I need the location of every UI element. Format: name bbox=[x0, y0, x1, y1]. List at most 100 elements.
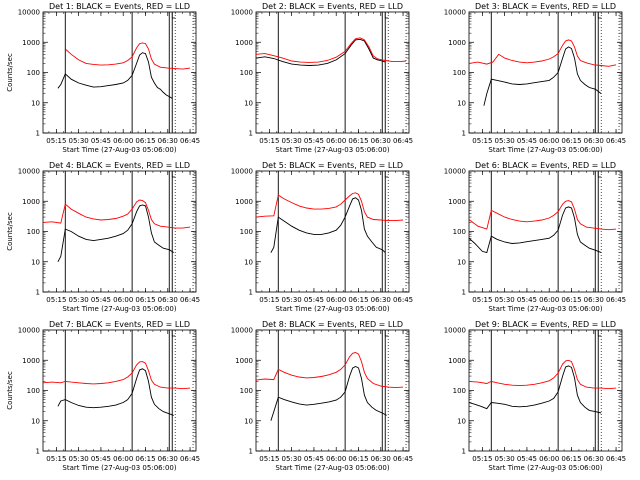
detector-panel: 1 10 100 1000 10000 05:15 05:30 05:45 06:00 06:15… bbox=[231, 320, 413, 472]
y-tick-label: 1 bbox=[249, 448, 253, 456]
x-tick-label: 05:15 bbox=[259, 455, 279, 463]
x-tick-label: 05:15 bbox=[472, 137, 492, 145]
y-tick-label: 100 bbox=[240, 69, 253, 77]
x-tick-label: 06:00 bbox=[539, 296, 559, 304]
lld-rate-line bbox=[256, 192, 404, 222]
y-tick-label: 100 bbox=[27, 387, 40, 395]
y-tick-label: 10 bbox=[244, 417, 253, 425]
detector-panel: 1 10 100 1000 10000 05:15 05:30 05:45 06:00 06:15… bbox=[444, 2, 626, 154]
detector-panel: 1 10 100 1000 10000 05:15 05:30 05:45 06:00 06:15… bbox=[444, 161, 626, 313]
x-tick-label: 06:30 bbox=[158, 137, 178, 145]
y-tick-label: 10000 bbox=[231, 168, 253, 176]
lld-rate-line bbox=[256, 37, 407, 63]
x-tick-label: 05:15 bbox=[259, 296, 279, 304]
panel-title: Det 1: BLACK = Events, RED = LLD bbox=[49, 2, 190, 11]
x-axis-label: Start Time (27-Aug-03 05:06:00) bbox=[62, 146, 176, 154]
interval-bracket bbox=[384, 330, 389, 337]
interval-bracket bbox=[171, 330, 176, 337]
x-tick-label: 05:30 bbox=[69, 296, 89, 304]
y-tick-label: 10 bbox=[31, 258, 40, 266]
events-rate-line bbox=[483, 46, 602, 106]
lld-rate-line bbox=[43, 199, 191, 229]
x-tick-label: 06:30 bbox=[371, 137, 391, 145]
x-tick-label: 06:15 bbox=[135, 296, 155, 304]
x-axis-label: Start Time (27-Aug-03 05:06:00) bbox=[275, 464, 389, 472]
y-axis-label: Counts/sec bbox=[6, 212, 14, 251]
x-tick-label: 06:45 bbox=[393, 137, 413, 145]
x-axis-label: Start Time (27-Aug-03 05:06:00) bbox=[488, 146, 602, 154]
detector-panel: 1 10 100 1000 10000 05:15 05:30 05:45 06:00 06:15… bbox=[6, 2, 200, 154]
x-tick-label: 06:15 bbox=[561, 137, 581, 145]
detector-panel: 1 10 100 1000 10000 05:15 05:30 05:45 06:00 06:15… bbox=[6, 320, 200, 472]
panel-title: Det 7: BLACK = Events, RED = LLD bbox=[49, 320, 190, 329]
y-tick-label: 10000 bbox=[444, 168, 466, 176]
x-tick-label: 06:00 bbox=[326, 137, 346, 145]
x-tick-label: 06:45 bbox=[180, 137, 200, 145]
y-axis-label: Counts/sec bbox=[6, 371, 14, 410]
detector-panel: 1 10 100 1000 10000 05:15 05:30 05:45 06:00 06:15… bbox=[231, 161, 413, 313]
y-tick-label: 10000 bbox=[231, 327, 253, 335]
y-tick-label: 10 bbox=[31, 99, 40, 107]
y-tick-label: 10 bbox=[244, 258, 253, 266]
x-axis-label: Start Time (27-Aug-03 05:06:00) bbox=[488, 305, 602, 313]
y-tick-label: 100 bbox=[453, 69, 466, 77]
events-rate-line bbox=[57, 204, 174, 263]
x-tick-label: 05:45 bbox=[304, 455, 324, 463]
x-tick-label: 06:15 bbox=[561, 296, 581, 304]
x-tick-label: 06:45 bbox=[180, 455, 200, 463]
interval-bracket bbox=[171, 171, 176, 178]
x-tick-label: 05:30 bbox=[495, 137, 515, 145]
x-tick-label: 05:45 bbox=[517, 296, 537, 304]
x-axis-label: Start Time (27-Aug-03 05:06:00) bbox=[488, 464, 602, 472]
x-tick-label: 06:45 bbox=[606, 296, 626, 304]
x-tick-label: 05:30 bbox=[282, 296, 302, 304]
events-rate-line bbox=[469, 365, 602, 414]
y-tick-label: 1 bbox=[36, 448, 40, 456]
x-tick-label: 06:00 bbox=[113, 137, 133, 145]
x-tick-label: 05:30 bbox=[282, 137, 302, 145]
x-tick-label: 05:15 bbox=[259, 137, 279, 145]
lld-rate-line bbox=[469, 39, 617, 67]
x-tick-label: 06:15 bbox=[561, 455, 581, 463]
y-tick-label: 10000 bbox=[18, 327, 40, 335]
x-axis-label: Start Time (27-Aug-03 05:06:00) bbox=[275, 146, 389, 154]
x-tick-label: 05:45 bbox=[517, 455, 537, 463]
events-rate-line bbox=[270, 197, 386, 253]
x-tick-label: 06:30 bbox=[371, 455, 391, 463]
y-tick-label: 1000 bbox=[448, 357, 466, 365]
y-tick-label: 10 bbox=[457, 417, 466, 425]
panel-title: Det 9: BLACK = Events, RED = LLD bbox=[475, 320, 616, 329]
y-tick-label: 1 bbox=[462, 448, 466, 456]
y-tick-label: 10000 bbox=[444, 9, 466, 17]
x-tick-label: 06:00 bbox=[113, 455, 133, 463]
x-tick-label: 06:30 bbox=[584, 137, 604, 145]
x-axis-label: Start Time (27-Aug-03 05:06:00) bbox=[62, 464, 176, 472]
x-tick-label: 05:30 bbox=[69, 137, 89, 145]
lld-rate-line bbox=[256, 352, 404, 389]
y-tick-label: 1 bbox=[249, 130, 253, 138]
interval-bracket bbox=[384, 12, 389, 19]
x-tick-label: 05:45 bbox=[91, 296, 111, 304]
y-tick-label: 1000 bbox=[448, 198, 466, 206]
events-rate-line bbox=[469, 206, 602, 254]
x-tick-label: 06:30 bbox=[584, 296, 604, 304]
y-tick-label: 1 bbox=[462, 130, 466, 138]
y-tick-label: 1 bbox=[462, 289, 466, 297]
panel-title: Det 3: BLACK = Events, RED = LLD bbox=[475, 2, 616, 11]
interval-bracket bbox=[597, 12, 602, 19]
x-tick-label: 05:45 bbox=[304, 137, 324, 145]
x-tick-label: 06:45 bbox=[393, 455, 413, 463]
x-tick-label: 06:30 bbox=[584, 455, 604, 463]
detector-panel: 1 10 100 1000 10000 05:15 05:30 05:45 06:00 06:15… bbox=[231, 2, 413, 154]
detector-panel: 1 10 100 1000 10000 05:15 05:30 05:45 06:00 06:15… bbox=[444, 320, 626, 472]
panel-title: Det 5: BLACK = Events, RED = LLD bbox=[262, 161, 403, 170]
x-tick-label: 06:15 bbox=[348, 455, 368, 463]
x-tick-label: 05:15 bbox=[46, 137, 66, 145]
x-tick-label: 06:45 bbox=[180, 296, 200, 304]
x-tick-label: 06:15 bbox=[135, 455, 155, 463]
x-tick-label: 05:30 bbox=[69, 455, 89, 463]
x-tick-label: 05:15 bbox=[472, 455, 492, 463]
x-tick-label: 05:30 bbox=[495, 455, 515, 463]
interval-bracket bbox=[171, 12, 176, 19]
